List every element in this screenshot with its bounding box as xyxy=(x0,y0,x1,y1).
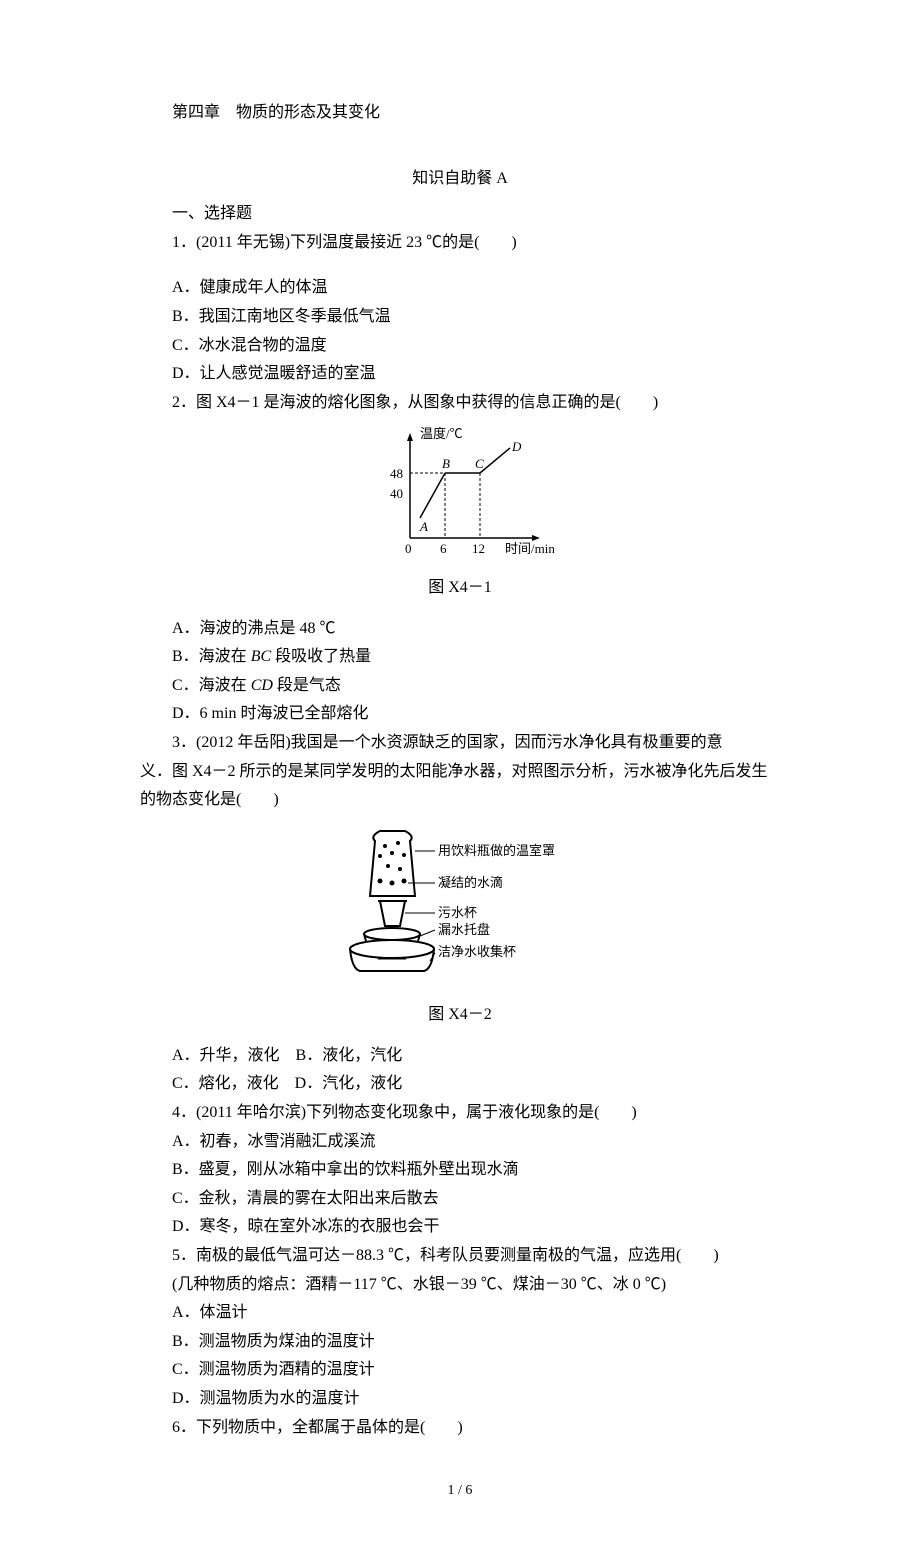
q3-optAB: A．升华，液化 B．液化，汽化 xyxy=(140,1043,780,1069)
q5-optD: D．测温物质为水的温度计 xyxy=(140,1386,780,1412)
q2-optB-suffix: 段吸收了热量 xyxy=(271,648,371,665)
q2-optA: A．海波的沸点是 48 ℃ xyxy=(140,616,780,642)
q3-text3: 的物态变化是( ) xyxy=(140,787,780,813)
figure1-ptC: C xyxy=(475,456,484,471)
q1-optC: C．冰水混合物的温度 xyxy=(140,333,780,359)
q4-optB: B．盛夏，刚从冰箱中拿出的饮料瓶外壁出现水滴 xyxy=(140,1157,780,1183)
q5-optA: A．体温计 xyxy=(140,1300,780,1326)
q2-optB: B．海波在 BC 段吸收了热量 xyxy=(140,644,780,670)
figure2-container: 用饮料瓶做的温室罩 凝结的水滴 污水杯 漏水托盘 洁净水收集杯 图 X4－2 xyxy=(140,821,780,1028)
q4-text: 4．(2011 年哈尔滨)下列物态变化现象中，属于液化现象的是( ) xyxy=(140,1100,780,1126)
q5-optB: B．测温物质为煤油的温度计 xyxy=(140,1329,780,1355)
figure2-label1: 用饮料瓶做的温室罩 xyxy=(438,843,555,858)
q3-text1: 3．(2012 年岳阳)我国是一个水资源缺乏的国家，因而污水净化具有极重要的意 xyxy=(140,730,780,756)
section-header: 一、选择题 xyxy=(140,201,780,227)
figure1-container: 温度/℃ 时间/min 48 40 0 6 12 A B C D 图 X4－1 xyxy=(140,423,780,600)
figure1-y40: 40 xyxy=(390,486,403,501)
figure1-ptD: D xyxy=(511,439,522,454)
q2-optB-italic: BC xyxy=(251,648,271,665)
q3-text2: 义．图 X4－2 所示的是某同学发明的太阳能净水器，对照图示分析，污水被净化先后… xyxy=(140,759,780,785)
q2-optC-prefix: C．海波在 xyxy=(172,677,251,694)
q2-optC-suffix: 段是气态 xyxy=(273,677,341,694)
figure2-label2: 凝结的水滴 xyxy=(438,875,503,890)
q2-optD: D．6 min 时海波已全部熔化 xyxy=(140,701,780,727)
figure1-ylabel: 温度/℃ xyxy=(420,426,463,441)
q6-text: 6．下列物质中，全都属于晶体的是( ) xyxy=(140,1415,780,1441)
q1-optD: D．让人感觉温暖舒适的室温 xyxy=(140,361,780,387)
q1-text: 1．(2011 年无锡)下列温度最接近 23 ℃的是( ) xyxy=(140,230,780,256)
q4-optC: C．金秋，清晨的雾在太阳出来后散去 xyxy=(140,1186,780,1212)
subtitle: 知识自助餐 A xyxy=(140,166,780,192)
figure1-x0: 0 xyxy=(405,541,412,556)
figure1-xlabel: 时间/min xyxy=(505,541,555,556)
q2-text: 2．图 X4－1 是海波的熔化图象，从图象中获得的信息正确的是( ) xyxy=(140,390,780,416)
q2-optC-italic: CD xyxy=(251,677,273,694)
figure1-x6: 6 xyxy=(440,541,447,556)
figure1-chart: 温度/℃ 时间/min 48 40 0 6 12 A B C D xyxy=(360,423,560,563)
figure1-ptA: A xyxy=(419,519,428,534)
q5-optC: C．测温物质为酒精的温度计 xyxy=(140,1357,780,1383)
q2-optC: C．海波在 CD 段是气态 xyxy=(140,673,780,699)
q1-optB: B．我国江南地区冬季最低气温 xyxy=(140,304,780,330)
figure2-label3: 污水杯 xyxy=(438,905,477,920)
q1-optA: A．健康成年人的体温 xyxy=(140,275,780,301)
q5-note: (几种物质的熔点：酒精－117 ℃、水银－39 ℃、煤油－30 ℃、冰 0 ℃) xyxy=(140,1272,780,1298)
q3-optCD: C．熔化，液化 D．汽化，液化 xyxy=(140,1071,780,1097)
page-number: 1 / 6 xyxy=(140,1480,780,1502)
figure1-y48: 48 xyxy=(390,466,403,481)
figure1-x12: 12 xyxy=(472,541,485,556)
figure2-label4: 漏水托盘 xyxy=(438,922,490,937)
figure2-caption: 图 X4－2 xyxy=(140,1002,780,1028)
q5-text: 5．南极的最低气温可达－88.3 ℃，科考队员要测量南极的气温，应选用( ) xyxy=(140,1243,780,1269)
figure2-chart: 用饮料瓶做的温室罩 凝结的水滴 污水杯 漏水托盘 洁净水收集杯 xyxy=(330,821,590,991)
figure2-label5: 洁净水收集杯 xyxy=(438,944,516,959)
figure1-ptB: B xyxy=(442,456,450,471)
q2-optB-prefix: B．海波在 xyxy=(172,648,251,665)
q4-optA: A．初春，冰雪消融汇成溪流 xyxy=(140,1129,780,1155)
q4-optD: D．寒冬，晾在室外冰冻的衣服也会干 xyxy=(140,1214,780,1240)
figure1-caption: 图 X4－1 xyxy=(140,575,780,601)
chapter-title: 第四章 物质的形态及其变化 xyxy=(140,100,780,126)
